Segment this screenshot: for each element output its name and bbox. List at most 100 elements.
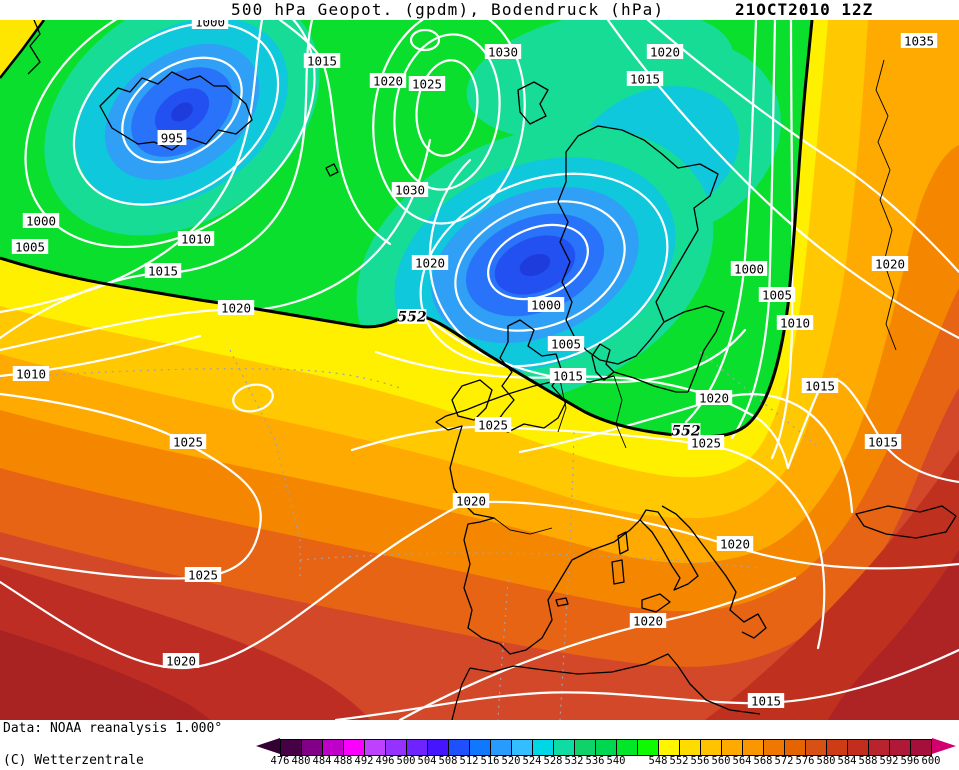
pressure-label-box	[11, 239, 49, 254]
pressure-label-box	[687, 435, 725, 450]
pressure-label-box	[169, 434, 207, 449]
pressure-label-box	[162, 653, 200, 668]
balkan-coast	[661, 505, 767, 639]
pressure-label-box	[629, 613, 667, 628]
pressure-label: 1025	[173, 435, 203, 450]
pressure-label: 1025	[188, 568, 218, 583]
colorbar-segment	[280, 738, 302, 756]
pressure-label-box	[864, 434, 902, 449]
credit-data-source: Data: NOAA reanalysis 1.000°	[3, 721, 223, 736]
colorbar-segment	[617, 738, 638, 756]
pressure-label: 1010	[780, 316, 810, 331]
pressure-label: 1030	[395, 183, 425, 198]
colorbar-segment	[365, 738, 386, 756]
colorbar-tick: 524	[522, 755, 542, 767]
colorbar-segment	[470, 738, 491, 756]
black-sea-coast	[855, 505, 957, 539]
colorbar-segment	[386, 738, 407, 756]
pressure-label-box	[191, 20, 229, 29]
colorbar-segment	[827, 738, 848, 756]
colorbar-right-arrow	[932, 738, 956, 754]
pressure-label: 1030	[488, 45, 518, 60]
colorbar-tick: 584	[837, 755, 857, 767]
colorbar-tick: 532	[564, 755, 584, 767]
colorbar-segment	[869, 738, 890, 756]
coastlines	[27, 20, 957, 720]
russia-border	[875, 59, 897, 351]
isobars	[0, 20, 959, 720]
colorbar-tick: 508	[438, 755, 458, 767]
map-header: 500 hPa Geopot. (gpdm), Bodendruck (hPa)…	[0, 0, 959, 20]
pressure-label-box	[184, 567, 222, 582]
colorbar-tick: 592	[879, 755, 899, 767]
map-footer: Data: NOAA reanalysis 1.000° (C) Wetterz…	[0, 720, 959, 770]
map-datetime: 21OCT2010 12Z	[735, 0, 874, 19]
colorbar-tick: 528	[543, 755, 563, 767]
pressure-label-box	[695, 390, 733, 405]
pressure-label: 1005	[551, 337, 581, 352]
pressure-label: 1020	[373, 74, 403, 89]
colorbar-segment	[890, 738, 911, 756]
colorbar-tick: 496	[375, 755, 395, 767]
pressure-label: 1015	[148, 264, 178, 279]
baltic-coast	[663, 305, 725, 393]
pressure-label-box	[452, 493, 490, 508]
morocco-coast	[451, 667, 471, 720]
pressure-label-box	[144, 263, 182, 278]
svalbard-coast	[517, 81, 549, 125]
geopotential-label-box	[671, 423, 701, 438]
colorbar-segment	[449, 738, 470, 756]
sardinia-coast	[611, 559, 625, 585]
colorbar-tick: 568	[753, 755, 773, 767]
great-britain-coast	[493, 319, 567, 433]
pressure-label: 1015	[805, 379, 835, 394]
colorbar-segment	[659, 738, 680, 756]
pressure-label-box	[547, 336, 585, 351]
colorbar-tick: 504	[417, 755, 437, 767]
pressure-label-box	[22, 213, 60, 228]
north-africa-coast	[469, 653, 761, 715]
pressure-label-box	[527, 297, 565, 312]
pressure-label: 1015	[630, 72, 660, 87]
colorbar-tick: 596	[900, 755, 920, 767]
colorbar-tick: 516	[480, 755, 500, 767]
geopotential-label: 552	[671, 424, 700, 440]
pressure-label: 1020	[456, 494, 486, 509]
pressure-label: 1015	[751, 694, 781, 709]
pressure-label: 1020	[875, 257, 905, 272]
colorbar-tick: 488	[333, 755, 353, 767]
pressure-label: 1025	[412, 77, 442, 92]
pressure-label-box	[474, 417, 512, 432]
pressure-label: 1000	[734, 262, 764, 277]
pressure-label: 1020	[650, 45, 680, 60]
pressure-label-box	[716, 536, 754, 551]
pressure-label-box	[177, 231, 215, 246]
colorbar-segment	[407, 738, 428, 756]
pressure-label: 1020	[166, 654, 196, 669]
colorbar-segment	[344, 738, 365, 756]
colorbar-tick: 484	[312, 755, 332, 767]
pressure-label-box	[408, 76, 446, 91]
colorbar-tick: 576	[795, 755, 815, 767]
iceland-low	[44, 20, 320, 236]
poland-coast	[613, 371, 688, 393]
colorbar-segment	[785, 738, 806, 756]
germany-border	[613, 375, 627, 449]
map-title: 500 hPa Geopot. (gpdm), Bodendruck (hPa)	[231, 0, 665, 19]
colorbar-legend: 476 480 484 488 492 496 500 504 508 512 516 520 524 5…	[256, 738, 956, 768]
colorbar-segment	[596, 738, 617, 756]
colorbar-tick: 580	[816, 755, 836, 767]
balearics-coast	[555, 597, 569, 607]
colorbar-segment	[575, 738, 596, 756]
colorbar-tick: 564	[732, 755, 752, 767]
colorbar-tick: 540	[606, 755, 626, 767]
sicily-coast	[641, 593, 671, 613]
corsica-coast	[617, 531, 629, 555]
pressure-label: 1025	[478, 418, 508, 433]
filled-contour-field	[0, 20, 959, 720]
pressure-label-box	[217, 300, 255, 315]
pressure-label-box	[12, 366, 50, 381]
colorbar-tick: 548	[648, 755, 668, 767]
colorbar-tick: 512	[459, 755, 479, 767]
